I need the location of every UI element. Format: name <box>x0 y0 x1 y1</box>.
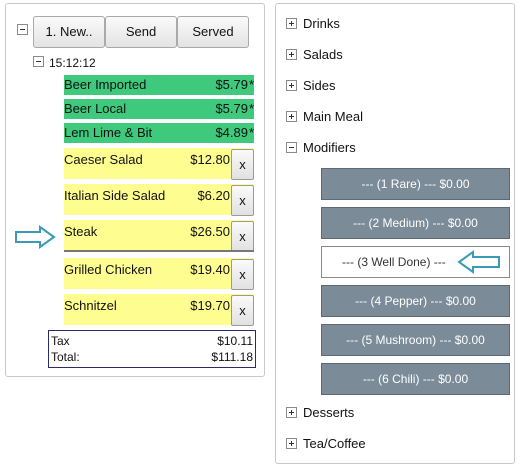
order-item-sent[interactable]: Lem Lime & Bit $4.89 * <box>64 123 254 143</box>
expand-main-meal-icon[interactable] <box>286 111 297 122</box>
order-item-pending[interactable]: Caeser Salad $12.80 x <box>64 148 254 180</box>
collapse-modifiers-icon[interactable] <box>286 142 297 153</box>
category-salads[interactable]: Salads <box>303 47 343 62</box>
expand-sides-icon[interactable] <box>286 80 297 91</box>
category-tea-coffee[interactable]: Tea/Coffee <box>303 436 366 451</box>
item-price: $19.70 <box>190 298 230 313</box>
expand-drinks-icon[interactable] <box>286 18 297 29</box>
tax-value: $10.11 <box>217 334 253 348</box>
order-totals: Tax $10.11 Total: $111.18 <box>48 330 256 368</box>
new-order-button[interactable]: 1. New.. <box>33 16 105 48</box>
send-button[interactable]: Send <box>105 16 177 48</box>
item-name: Steak <box>64 224 98 239</box>
order-time: 15:12:12 <box>49 56 96 70</box>
item-price: $26.50 <box>190 224 230 239</box>
item-name: Beer Local <box>64 101 127 116</box>
category-desserts[interactable]: Desserts <box>303 405 355 420</box>
expand-tea-coffee-icon[interactable] <box>286 438 297 449</box>
collapse-order-toggle[interactable] <box>17 24 28 35</box>
item-price: $19.40 <box>190 262 230 277</box>
served-button[interactable]: Served <box>177 16 249 48</box>
category-modifiers[interactable]: Modifiers <box>303 140 356 155</box>
expand-desserts-icon[interactable] <box>286 407 297 418</box>
item-name: Beer Imported <box>64 77 147 92</box>
item-name: Lem Lime & Bit <box>64 125 153 140</box>
item-name: Italian Side Salad <box>64 188 166 203</box>
item-name: Schnitzel <box>64 298 117 313</box>
total-label: Total: <box>51 350 80 364</box>
item-name: Grilled Chicken <box>64 262 153 277</box>
item-price: $6.20 <box>197 188 230 203</box>
remove-item-button[interactable]: x <box>231 259 254 290</box>
order-item-sent[interactable]: Beer Imported $5.79 * <box>64 75 254 95</box>
right-arrow-icon <box>15 225 56 249</box>
modifier-well-done-label: --- (3 Well Done) --- <box>342 255 446 269</box>
modifier-rare-button[interactable]: --- (1 Rare) --- $0.00 <box>321 168 510 200</box>
category-drinks[interactable]: Drinks <box>303 16 340 31</box>
remove-item-button[interactable]: x <box>231 149 254 180</box>
modifier-pepper-button[interactable]: --- (4 Pepper) --- $0.00 <box>321 285 510 317</box>
tax-label: Tax <box>51 334 70 348</box>
remove-item-button[interactable]: x <box>231 295 254 326</box>
expand-salads-icon[interactable] <box>286 49 297 60</box>
modifier-mushroom-button[interactable]: --- (5 Mushroom) --- $0.00 <box>321 324 510 356</box>
item-price: $5.79 <box>215 101 248 116</box>
remove-item-button[interactable]: x <box>231 185 254 216</box>
order-item-selected[interactable]: Steak $26.50 x <box>64 220 254 252</box>
selected-item-underline <box>64 250 254 252</box>
order-item-pending[interactable]: Italian Side Salad $6.20 x <box>64 184 254 216</box>
modifier-medium-button[interactable]: --- (2 Medium) --- $0.00 <box>321 207 510 239</box>
sent-marker: * <box>248 77 254 92</box>
order-item-pending[interactable]: Schnitzel $19.70 x <box>64 294 254 326</box>
left-arrow-icon <box>457 250 500 274</box>
sent-marker: * <box>248 125 254 140</box>
category-main-meal[interactable]: Main Meal <box>303 109 363 124</box>
order-item-pending[interactable]: Grilled Chicken $19.40 x <box>64 258 254 290</box>
item-price: $4.89 <box>215 125 248 140</box>
menu-panel: Drinks Salads Sides Main Meal Modifiers … <box>275 3 515 464</box>
category-sides[interactable]: Sides <box>303 78 336 93</box>
item-price: $12.80 <box>190 152 230 167</box>
modifier-chili-button[interactable]: --- (6 Chili) --- $0.00 <box>321 363 510 395</box>
remove-item-button[interactable]: x <box>231 221 254 252</box>
order-item-sent[interactable]: Beer Local $5.79 * <box>64 99 254 119</box>
item-price: $5.79 <box>215 77 248 92</box>
collapse-time-group-toggle[interactable] <box>33 56 44 67</box>
item-name: Caeser Salad <box>64 152 143 167</box>
total-value: $111.18 <box>211 350 253 364</box>
sent-marker: * <box>248 101 254 116</box>
